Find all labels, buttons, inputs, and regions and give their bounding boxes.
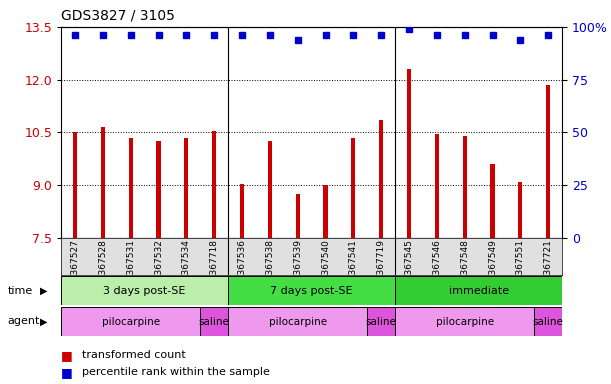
Text: percentile rank within the sample: percentile rank within the sample — [82, 367, 270, 377]
Bar — [463, 136, 467, 238]
Text: GSM367548: GSM367548 — [460, 239, 469, 294]
Bar — [61, 276, 228, 305]
Bar — [491, 164, 495, 238]
Text: GSM367527: GSM367527 — [70, 239, 79, 294]
Text: GSM367549: GSM367549 — [488, 239, 497, 294]
Bar — [61, 307, 200, 336]
Bar — [228, 276, 395, 305]
Bar — [240, 184, 244, 238]
Text: GSM367551: GSM367551 — [516, 239, 525, 294]
Bar — [407, 69, 411, 238]
Text: GSM367534: GSM367534 — [182, 239, 191, 294]
Text: GDS3827 / 3105: GDS3827 / 3105 — [61, 9, 175, 23]
Text: GSM367528: GSM367528 — [98, 239, 108, 294]
Text: GSM367719: GSM367719 — [377, 239, 386, 294]
Text: saline: saline — [366, 316, 397, 327]
Text: GSM367532: GSM367532 — [154, 239, 163, 294]
Bar — [101, 127, 105, 238]
Bar — [200, 307, 228, 336]
Bar — [546, 85, 551, 238]
Text: GSM367545: GSM367545 — [404, 239, 414, 294]
Bar — [185, 138, 188, 238]
Text: GSM367540: GSM367540 — [321, 239, 330, 294]
Bar — [379, 120, 383, 238]
Text: saline: saline — [199, 316, 230, 327]
Text: GSM367721: GSM367721 — [544, 239, 553, 294]
Text: GSM367536: GSM367536 — [238, 239, 246, 294]
Text: time: time — [7, 286, 32, 296]
Text: ■: ■ — [61, 349, 73, 362]
Bar — [435, 134, 439, 238]
Bar — [534, 307, 562, 336]
Bar — [367, 307, 395, 336]
Bar — [268, 141, 272, 238]
Text: saline: saline — [533, 316, 563, 327]
Bar — [395, 276, 562, 305]
Text: pilocarpine: pilocarpine — [269, 316, 327, 327]
Text: pilocarpine: pilocarpine — [101, 316, 159, 327]
Text: GSM367541: GSM367541 — [349, 239, 358, 294]
Text: GSM367546: GSM367546 — [433, 239, 441, 294]
Text: GSM367539: GSM367539 — [293, 239, 302, 294]
Bar — [212, 131, 216, 238]
Text: ■: ■ — [61, 366, 73, 379]
Bar — [395, 307, 534, 336]
Bar — [518, 182, 522, 238]
Bar — [296, 194, 300, 238]
Text: GSM367538: GSM367538 — [265, 239, 274, 294]
Bar — [351, 138, 356, 238]
Text: 3 days post-SE: 3 days post-SE — [103, 286, 186, 296]
Text: transformed count: transformed count — [82, 350, 186, 360]
Text: GSM367718: GSM367718 — [210, 239, 219, 294]
Text: GSM367531: GSM367531 — [126, 239, 135, 294]
Bar — [323, 185, 327, 238]
Bar — [228, 307, 367, 336]
Bar — [156, 141, 161, 238]
Bar — [73, 132, 77, 238]
Text: immediate: immediate — [448, 286, 509, 296]
Text: agent: agent — [7, 316, 40, 326]
Bar — [128, 138, 133, 238]
Text: ▶: ▶ — [40, 286, 47, 296]
Text: pilocarpine: pilocarpine — [436, 316, 494, 327]
Text: 7 days post-SE: 7 days post-SE — [270, 286, 353, 296]
Text: ▶: ▶ — [40, 316, 47, 326]
